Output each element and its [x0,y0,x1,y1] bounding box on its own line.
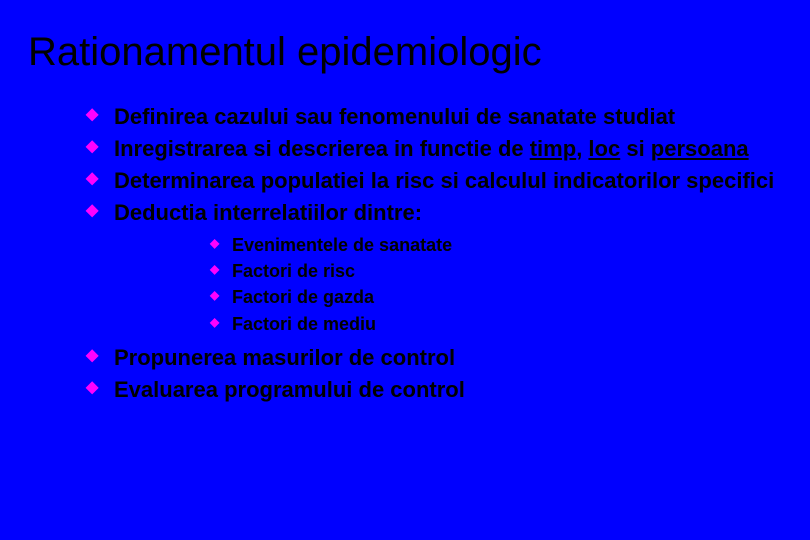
list-item: Propunerea masurilor de control [86,344,782,372]
bullet-text: Factori de mediu [232,314,376,334]
list-item: Factori de risc [210,260,782,283]
bullet-text-part: Inregistrarea si descrierea in functie d… [114,136,530,161]
bullet-text-part: si [620,136,651,161]
list-item: Deductia interrelatiilor dintre: Evenime… [86,199,782,336]
slide-title: Rationamentul epidemiologic [28,30,782,75]
bullet-list-level1: Definirea cazului sau fenomenului de san… [28,103,782,405]
bullet-text: Propunerea masurilor de control [114,345,455,370]
bullet-text-part: , [576,136,588,161]
list-item: Factori de mediu [210,313,782,336]
list-item: Determinarea populatiei la risc si calcu… [86,167,782,195]
bullet-text: Determinarea populatiei la risc si calcu… [114,168,774,193]
list-item: Factori de gazda [210,286,782,309]
bullet-text: Definirea cazului sau fenomenului de san… [114,104,675,129]
bullet-text: Deductia interrelatiilor dintre: [114,200,422,225]
bullet-list-level2: Evenimentele de sanatate Factori de risc… [114,234,782,337]
list-item: Inregistrarea si descrierea in functie d… [86,135,782,163]
list-item: Evaluarea programului de control [86,376,782,404]
underline-text: timp [530,136,576,161]
bullet-text: Factori de risc [232,261,355,281]
bullet-text: Evaluarea programului de control [114,377,465,402]
list-item: Definirea cazului sau fenomenului de san… [86,103,782,131]
underline-text: persoana [651,136,749,161]
bullet-text: Evenimentele de sanatate [232,235,452,255]
slide: Rationamentul epidemiologic Definirea ca… [0,0,810,540]
list-item: Evenimentele de sanatate [210,234,782,257]
underline-text: loc [588,136,620,161]
bullet-text: Factori de gazda [232,287,374,307]
